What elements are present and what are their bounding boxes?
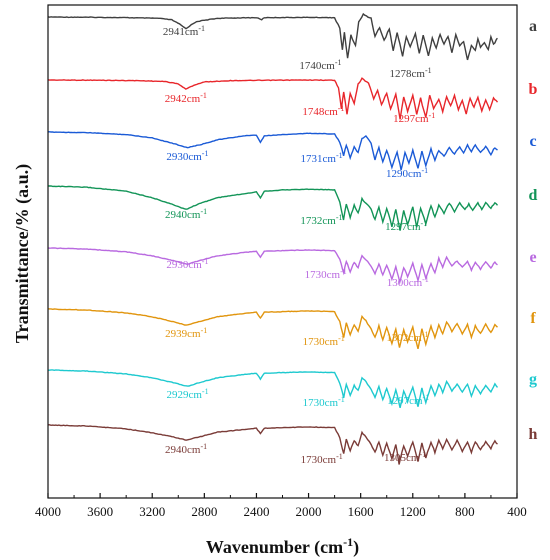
peak-label-a-1278: 1278cm-1: [390, 66, 432, 80]
peak-label-a-1740: 1740cm-1: [299, 58, 341, 72]
peak-label-d-1732: 1732cm-1: [300, 213, 342, 227]
peak-label-b-1297: 1297cm-1: [393, 111, 435, 125]
x-axis: 4000 3600 3200 2800 2400 2000 1600 1200 800 400: [35, 4, 527, 519]
peak-label-f-1730: 1730cm-1: [303, 334, 345, 348]
x-tick-label-2800: 2800: [191, 504, 217, 519]
peak-label-g-1730: 1730cm-1: [303, 395, 345, 409]
series-letter-c: c: [529, 133, 536, 150]
peak-label-g-1297: 1297cm-1: [387, 393, 429, 407]
peak-label-f-2939: 2939cm-1: [165, 326, 207, 340]
peak-label-d-2940: 2940cm-1: [165, 207, 207, 221]
plot-area: a b c d e f g h 2941cm-1 1740cm-1 1278cm-1 2942cm-1…: [47, 12, 538, 466]
series-line-d: [47, 185, 499, 231]
series-letter-h: h: [529, 426, 538, 443]
peak-label-b-2942: 2942cm-1: [165, 91, 207, 105]
series-letter-e: e: [529, 249, 536, 266]
peak-label-g-2929: 2929cm-1: [166, 387, 208, 401]
peak-label-f-1302: 1302cm-1: [386, 330, 428, 344]
x-axis-title-sup: -1: [343, 535, 353, 549]
peak-label-d-1297: 1297cm-1: [385, 219, 427, 233]
x-tick-label-800: 800: [455, 504, 475, 519]
series-line-g: [48, 369, 499, 408]
peak-label-h-1305: 1305cm-1: [384, 450, 426, 464]
series-line-f: [47, 308, 498, 349]
peak-label-c-1731: 1731cm-1: [301, 151, 343, 165]
x-tick-label-1600: 1600: [348, 504, 374, 519]
peak-label-c-2930: 2930cm-1: [166, 149, 208, 163]
series-letter-b: b: [529, 81, 538, 98]
peak-label-h-2940: 2940cm-1: [165, 442, 207, 456]
y-axis-title: Transmittance/% (a.u.): [12, 164, 33, 343]
x-axis-title: Wavenumber (cm-1): [206, 535, 359, 558]
series-letter-d: d: [529, 187, 538, 204]
series-line-b: [47, 77, 499, 120]
peak-label-e-1300: 1300cm-1: [387, 275, 429, 289]
series-line-a: [47, 12, 498, 61]
peak-label-b-1748: 1748cm-1: [302, 104, 344, 118]
peak-label-e-2930: 2930cm-1: [166, 257, 208, 271]
peak-label-a-2941: 2941cm-1: [163, 24, 205, 38]
series-line-c: [48, 131, 498, 171]
series-letter-f: f: [530, 310, 536, 327]
x-tick-label-2000: 2000: [296, 504, 322, 519]
x-tick-label-3600: 3600: [87, 504, 113, 519]
x-tick-label-2400: 2400: [243, 504, 269, 519]
peak-label-e-1730: 1730cm-1: [305, 267, 347, 281]
x-tick-label-400: 400: [507, 504, 527, 519]
peak-label-h-1730: 1730cm-1: [301, 452, 343, 466]
series-letter-g: g: [529, 371, 537, 388]
x-axis-title-main: Wavenumber (cm: [206, 537, 343, 558]
x-tick-label-1200: 1200: [400, 504, 426, 519]
x-axis-title-close: ): [353, 537, 359, 558]
x-tick-label-4000: 4000: [35, 504, 61, 519]
series-line-h: [48, 424, 498, 465]
series-letter-a: a: [529, 18, 537, 35]
series-line-e: [47, 247, 498, 285]
peak-label-c-1290: 1290cm-1: [386, 166, 428, 180]
x-tick-label-3200: 3200: [139, 504, 165, 519]
